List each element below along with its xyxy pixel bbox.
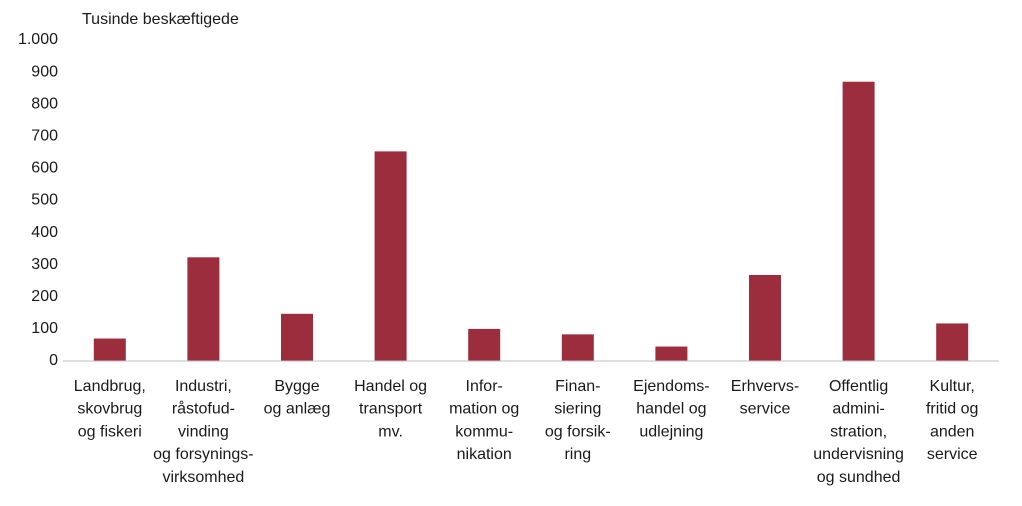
x-tick-label: Infor-mation og kommu-nikation: [449, 378, 519, 463]
bar: [561, 334, 594, 361]
bar: [936, 323, 969, 361]
x-tick-label-line: admini-: [832, 401, 884, 418]
x-tick-label-line: Kultur,: [930, 378, 975, 395]
x-tick-label-line: Handel og: [354, 378, 427, 395]
x-tick-label-line: fritid og: [926, 401, 978, 418]
x-tick-label-line: mation og: [449, 401, 519, 418]
x-tick-label-line: Bygge: [274, 378, 319, 395]
y-tick-label: 1.000: [18, 31, 58, 48]
y-tick-label: 500: [31, 192, 58, 209]
x-tick-label-line: handel og: [636, 401, 706, 418]
x-tick-label: Handel og transport mv.: [354, 378, 427, 440]
x-tick-label: Finan-siering og forsik-ring: [545, 378, 611, 463]
y-tick-label: 300: [31, 256, 58, 273]
x-tick-label-line: Finan-: [555, 378, 600, 395]
x-tick-label-line: virksomhed: [162, 469, 244, 486]
x-tick-label-line: ring: [564, 446, 591, 463]
x-tick-label: Ejendoms-handel og udlejning: [633, 378, 709, 440]
x-tick-label-line: Erhvervs-: [731, 378, 799, 395]
x-tick-label-line: Infor-: [466, 378, 503, 395]
x-tick-label-line: skovbrug: [77, 401, 142, 418]
x-tick-label-line: transport: [359, 401, 423, 418]
x-tick-label-line: råstofud-: [172, 400, 235, 418]
x-tick-label-line: undervisning: [813, 446, 904, 463]
bar: [93, 338, 126, 361]
y-axis-title: Tusinde beskæftigede: [82, 11, 239, 28]
y-tick-label: 800: [31, 95, 58, 112]
x-tick-label-line: mv.: [378, 424, 403, 441]
y-tick-label: 0: [49, 352, 58, 369]
x-tick-label: Offentlig admini-stration, undervisning og …: [813, 378, 904, 486]
x-tick-label-line: Offentlig: [829, 378, 888, 395]
bar: [374, 151, 407, 361]
x-tick-label-line: og anlæg: [264, 401, 331, 418]
x-tick-label-line: og forsynings-: [153, 446, 254, 463]
y-tick-label: 700: [31, 128, 58, 145]
x-tick-label-line: Landbrug,: [74, 378, 146, 395]
bar: [281, 313, 313, 361]
y-tick-label: 400: [31, 224, 58, 241]
bar: [842, 81, 875, 361]
x-tick-label: Landbrug, skovbrug og fiskeri: [74, 378, 146, 440]
x-tick-label-line: anden: [930, 424, 975, 441]
x-tick-label-line: kommu-: [455, 424, 513, 441]
bar: [187, 257, 220, 361]
bar: [468, 328, 501, 361]
x-tick-label-line: udlejning: [639, 424, 703, 441]
bar: [655, 346, 688, 361]
x-tick-label-line: og forsik-: [545, 424, 611, 441]
x-tick-label: Kultur, fritid og anden service: [926, 378, 978, 463]
x-tick-label-line: service: [927, 446, 978, 463]
x-tick-label-line: nikation: [457, 446, 512, 463]
x-tick-label: Erhvervs-service: [731, 378, 799, 418]
x-tick-label-line: stration,: [830, 424, 887, 441]
x-tick-label-line: Industri,: [175, 378, 232, 395]
y-tick-label: 900: [31, 63, 58, 80]
x-tick-label-line: vinding: [178, 424, 229, 441]
y-tick-label: 200: [31, 288, 58, 305]
x-tick-label: Bygge og anlæg: [264, 378, 331, 418]
x-tick-label: Industri, råstofud-vinding og forsynings-v…: [153, 378, 254, 486]
x-tick-label-line: og sundhed: [817, 469, 901, 486]
bar: [749, 274, 781, 361]
y-tick-label: 100: [31, 320, 58, 337]
x-tick-label-line: service: [740, 401, 791, 418]
x-tick-label-line: siering: [554, 401, 601, 418]
x-tick-label-line: Ejendoms-: [633, 378, 709, 395]
y-tick-label: 600: [31, 160, 58, 177]
x-tick-label-line: og fiskeri: [78, 424, 142, 441]
